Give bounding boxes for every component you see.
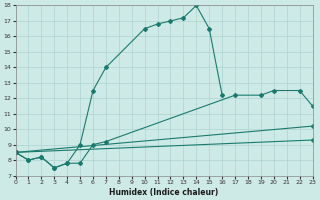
X-axis label: Humidex (Indice chaleur): Humidex (Indice chaleur) [109,188,219,197]
